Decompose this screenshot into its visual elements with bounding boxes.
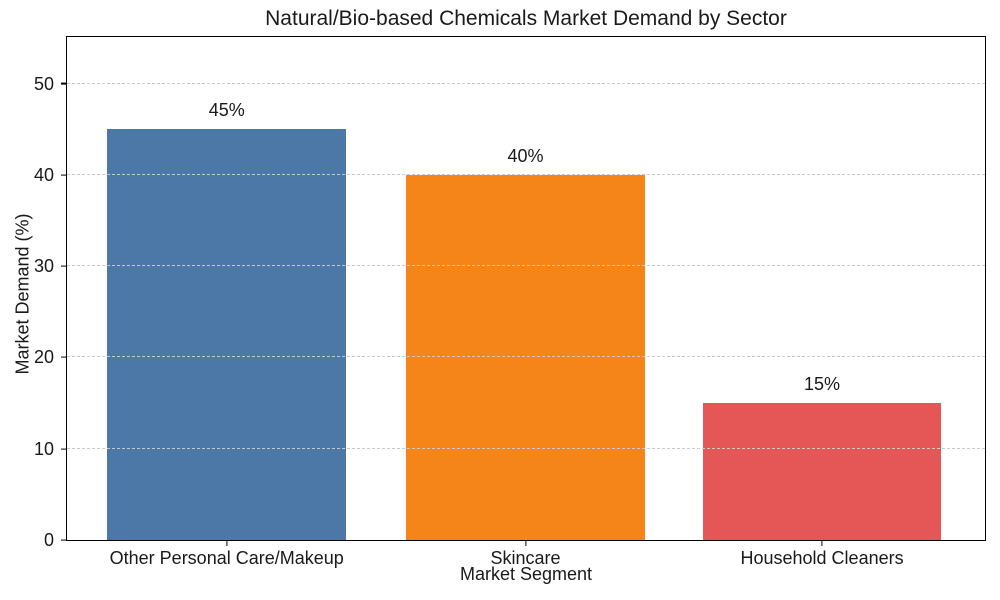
y-tick-label: 0 [43,530,54,550]
chart-title: Natural/Bio-based Chemicals Market Deman… [265,7,787,30]
y-tick-label: 50 [33,73,54,94]
x-axis-title: Market Segment [459,564,593,584]
gridline-30 [67,265,985,267]
x-tick-label: Household Cleaners [740,548,904,568]
bar-value-label: 40% [507,145,544,166]
bar-value-label: 15% [804,374,841,395]
gridline-40 [67,173,985,175]
gridline-20 [67,356,985,358]
y-tick-mark [61,174,67,176]
bar-0 [107,129,346,540]
plot-area: 45% Other Personal Care/Makeup 40% Skincare… [34,36,986,567]
bar-value-label: 45% [208,100,245,121]
y-tick-label: 40 [33,164,54,185]
y-axis-title: Market Demand (%) [12,213,33,375]
y-tick-label: 20 [33,347,54,368]
y-tick-mark [61,82,67,85]
y-tick-label: 30 [33,256,54,277]
bar-2 [702,403,942,540]
x-tick-label: Other Personal Care/Makeup [109,548,344,568]
y-tick-label: 10 [33,438,54,459]
y-tick-mark [61,539,67,541]
gridline-10 [67,447,985,449]
x-tick-mark [524,540,527,546]
x-tick-mark [226,540,228,546]
y-tick-mark [61,356,67,359]
y-tick-mark [61,448,67,450]
x-tick-mark [821,540,823,546]
gridline-50 [67,82,985,84]
y-tick-mark [61,265,67,267]
x-tick-label: Skincare [490,548,561,568]
